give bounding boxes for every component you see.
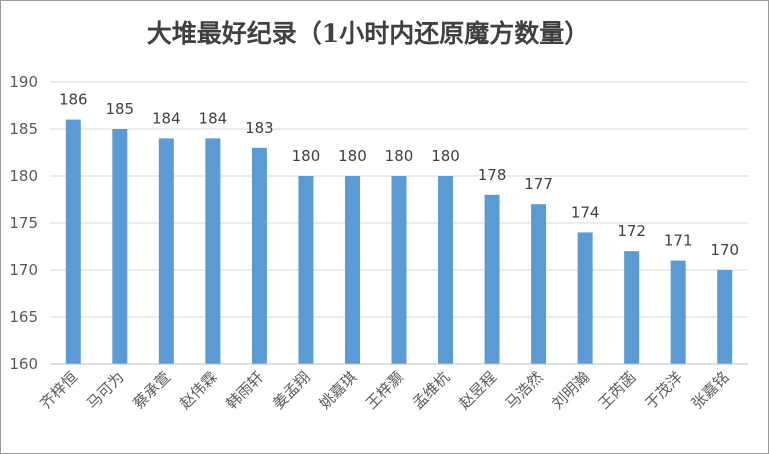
x-tick-label: 韩雨轩 [223,368,268,413]
bar [158,138,174,364]
x-tick-label: 姚嘉琪 [316,368,361,413]
x-tick-label: 马可为 [83,368,128,413]
bar [484,194,500,364]
data-label: 183 [245,119,274,137]
x-tick-label: 王梓灏 [362,368,407,413]
data-label: 177 [524,175,553,193]
bar [531,204,547,364]
bar [624,251,640,364]
y-axis: 160 165 170 175 180 185 190 [9,73,38,373]
data-label: 170 [710,241,739,259]
x-tick-label: 孟维杭 [409,368,454,413]
data-label: 180 [338,147,367,165]
y-tick-label: 170 [9,261,38,279]
data-label: 178 [478,166,507,184]
bar [438,176,454,364]
y-tick-label: 190 [9,73,38,91]
chart-title: 大堆最好纪录（1小时内还原魔方数量） [147,19,589,48]
y-tick-label: 175 [9,214,38,232]
x-axis: 齐梓恒 马可为 蔡承萱 赵伟霖 韩雨轩 姜孟翔 姚嘉琪 王梓灏 孟维杭 赵昱程 马浩然 刘明瀚 王芮菡于… [37,363,748,413]
y-tick-label: 180 [9,167,38,185]
data-label: 184 [152,109,181,127]
x-tick-label: 赵昱程 [455,368,500,413]
x-tick-label: 齐梓恒 [37,368,82,413]
bar [298,176,314,364]
bar [391,176,407,364]
data-label: 186 [59,91,88,109]
bar [251,147,267,364]
data-label: 172 [617,222,646,240]
data-label: 184 [199,109,228,127]
data-label: 185 [105,100,134,118]
bars [65,119,733,364]
y-tick-label: 160 [9,355,38,373]
bar [205,138,221,364]
bar [65,119,81,364]
x-tick-label: 马浩然 [502,368,547,413]
bar [112,129,128,364]
data-label: 180 [385,147,414,165]
data-label: 180 [431,147,460,165]
x-tick-label: 刘明瀚 [548,368,593,413]
x-tick-label: 王芮菡 [595,368,640,413]
x-tick-label: 姜孟翔 [269,368,314,413]
x-tick-label: 张嘉铭 [688,368,733,413]
y-tick-label: 185 [9,120,38,138]
x-tick-label: 于茂洋 [641,368,686,413]
x-tick-label: 赵伟霖 [176,368,221,413]
x-tick-label: 蔡承萱 [130,368,175,413]
data-label: 171 [664,232,693,250]
bar [577,232,593,364]
y-tick-label: 165 [9,308,38,326]
bar [344,176,360,364]
bar [717,270,733,364]
bar [670,260,686,364]
data-labels: 186 185 184 184 183 180 180 180 180 178 177 174 172 1… [59,91,739,259]
data-label: 180 [292,147,321,165]
data-label: 174 [571,203,600,221]
